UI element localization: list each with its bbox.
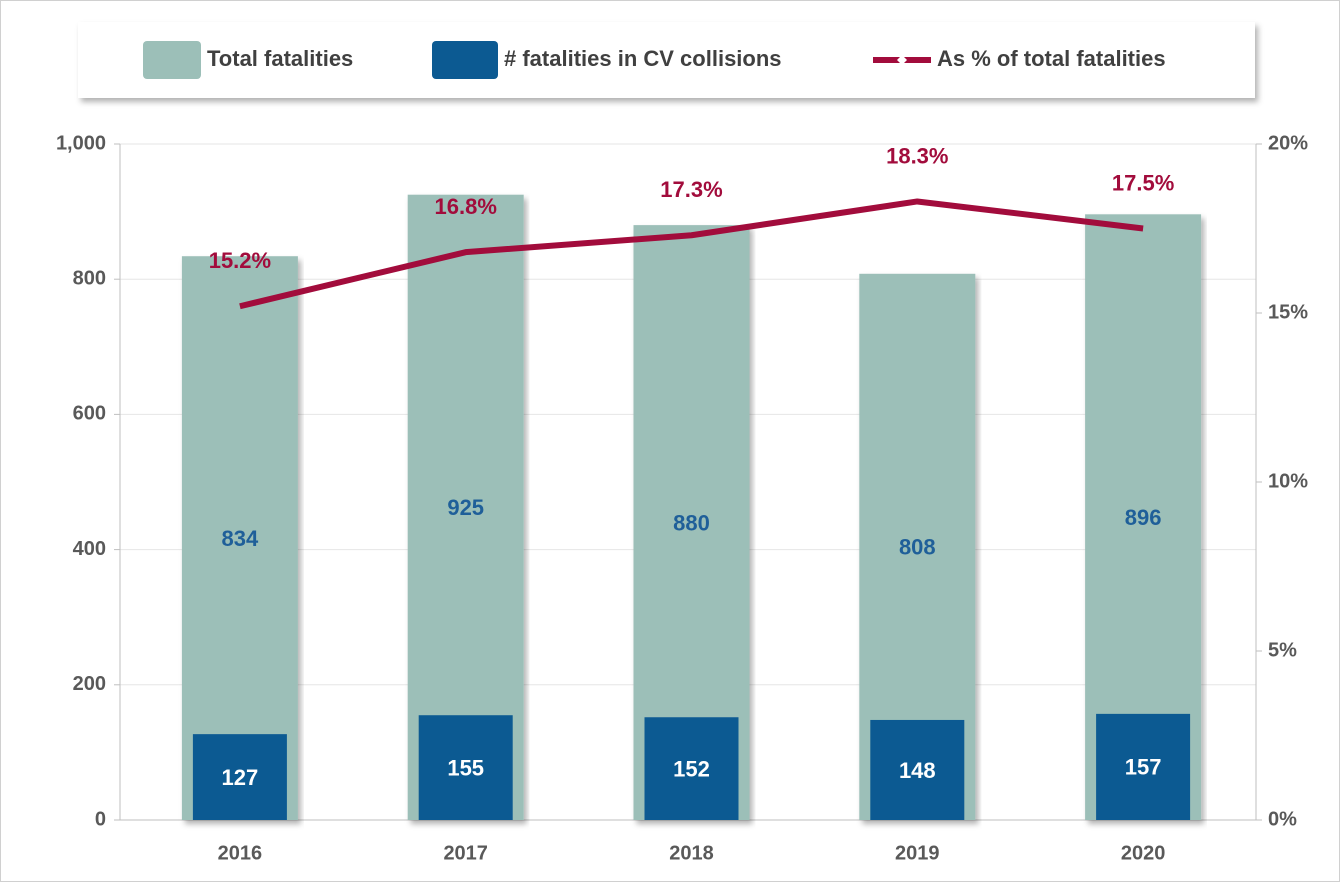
y2-tick-label: 0%: [1268, 808, 1297, 830]
data-label: 17.3%: [660, 177, 722, 202]
y-tick-label: 400: [73, 538, 106, 560]
line: [239, 198, 1144, 310]
y2-tick-label: 15%: [1268, 301, 1308, 323]
data-label: 834: [222, 526, 259, 551]
data-label: 17.5%: [1112, 170, 1174, 195]
data-label: 155: [447, 755, 484, 780]
x-tick-label: 2016: [218, 842, 263, 864]
data-label: 157: [1125, 755, 1162, 780]
y2-tick-label: 5%: [1268, 639, 1297, 661]
data-label: 152: [673, 756, 710, 781]
x-tick-label: 2018: [669, 842, 714, 864]
y2-tick-label: 20%: [1268, 132, 1308, 154]
y-tick-label: 1,000: [56, 132, 106, 154]
legend-box: [78, 22, 1255, 98]
legend-swatch: [432, 41, 498, 79]
y2-tick-label: 10%: [1268, 470, 1308, 492]
x-tick-label: 2019: [895, 842, 940, 864]
bar: [644, 717, 739, 820]
bar: [1096, 713, 1191, 820]
data-label: 880: [673, 510, 710, 535]
y-tick-label: 800: [73, 267, 106, 289]
data-label: 18.3%: [886, 143, 948, 168]
bar: [418, 715, 513, 820]
legend-label: # fatalities in CV collisions: [504, 46, 782, 71]
bar: [192, 734, 287, 820]
x-tick-label: 2020: [1121, 842, 1166, 864]
data-label: 896: [1125, 505, 1162, 530]
y-tick-label: 600: [73, 403, 106, 425]
legend-label: As % of total fatalities: [937, 46, 1166, 71]
legend-swatch: [143, 41, 201, 79]
data-label: 148: [899, 758, 936, 783]
data-label: 15.2%: [209, 248, 271, 273]
data-label: 16.8%: [435, 194, 497, 219]
y-tick-label: 0: [95, 808, 106, 830]
bar: [870, 719, 965, 820]
bar: [181, 256, 298, 820]
y-tick-label: 200: [73, 673, 106, 695]
data-label: 925: [447, 495, 484, 520]
x-tick-label: 2017: [443, 842, 488, 864]
data-label: 808: [899, 535, 936, 560]
legend-label: Total fatalities: [207, 46, 353, 71]
legend-swatch: [897, 55, 907, 65]
data-label: 127: [222, 765, 259, 790]
